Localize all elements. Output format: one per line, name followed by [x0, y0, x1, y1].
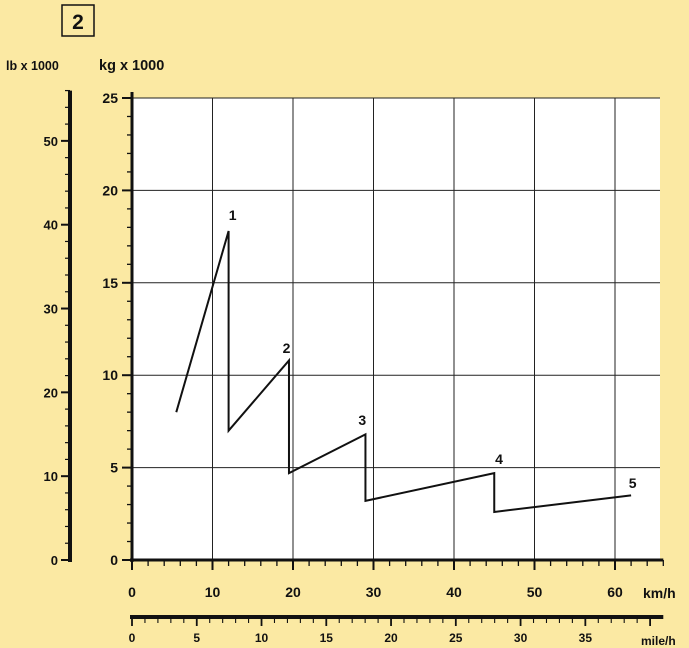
x-tick-label: 60 — [607, 584, 623, 600]
series-line — [175, 230, 632, 514]
y-tick-label: 0 — [110, 552, 118, 568]
x2-tick-label: 20 — [384, 631, 398, 645]
y2-tick-label: 50 — [44, 134, 58, 149]
x-tick-label: 50 — [527, 584, 543, 600]
x2-tick-label: 25 — [449, 631, 463, 645]
y-tick-label: 15 — [102, 275, 118, 291]
y2-tick-label: 10 — [44, 469, 58, 484]
x2-tick-label: 5 — [193, 631, 200, 645]
annotation-label: 2 — [283, 340, 291, 356]
x2-axis-label: mile/h — [641, 634, 676, 648]
x2-tick-label: 15 — [320, 631, 334, 645]
y-tick-label: 25 — [102, 90, 118, 106]
y2-tick-label: 40 — [44, 218, 58, 233]
plot-area — [132, 98, 660, 560]
annotation-label: 5 — [629, 475, 637, 491]
y-axis-label: kg x 1000 — [99, 58, 164, 74]
x-axis-label: km/h — [643, 585, 676, 601]
x-tick-label: 40 — [446, 584, 462, 600]
figure-number: 2 — [72, 11, 84, 34]
series — [175, 230, 632, 514]
y2-tick-label: 30 — [44, 302, 58, 317]
x-tick-label: 30 — [366, 584, 382, 600]
x-tick-label: 10 — [205, 584, 221, 600]
x2-tick-label: 10 — [255, 631, 269, 645]
annotation-label: 1 — [229, 207, 237, 223]
y-tick-label: 20 — [102, 182, 118, 198]
x2-tick-label: 30 — [514, 631, 528, 645]
x-tick-label: 0 — [128, 584, 136, 600]
y-tick-label: 10 — [102, 367, 118, 383]
y-tick-label: 5 — [110, 460, 118, 476]
figure-number-badge: 2 — [61, 4, 95, 37]
y2-axis-label: lb x 1000 — [6, 59, 59, 73]
x-tick-label: 20 — [285, 584, 301, 600]
annotation-label: 3 — [358, 412, 366, 428]
y2-tick-label: 0 — [51, 553, 58, 568]
annotations: 1 2 3 4 5 — [229, 207, 637, 491]
grid — [132, 97, 660, 560]
y2-tick-label: 20 — [44, 385, 58, 400]
annotation-label: 4 — [495, 451, 503, 467]
x2-tick-label: 0 — [129, 631, 136, 645]
x2-tick-label: 35 — [579, 631, 593, 645]
